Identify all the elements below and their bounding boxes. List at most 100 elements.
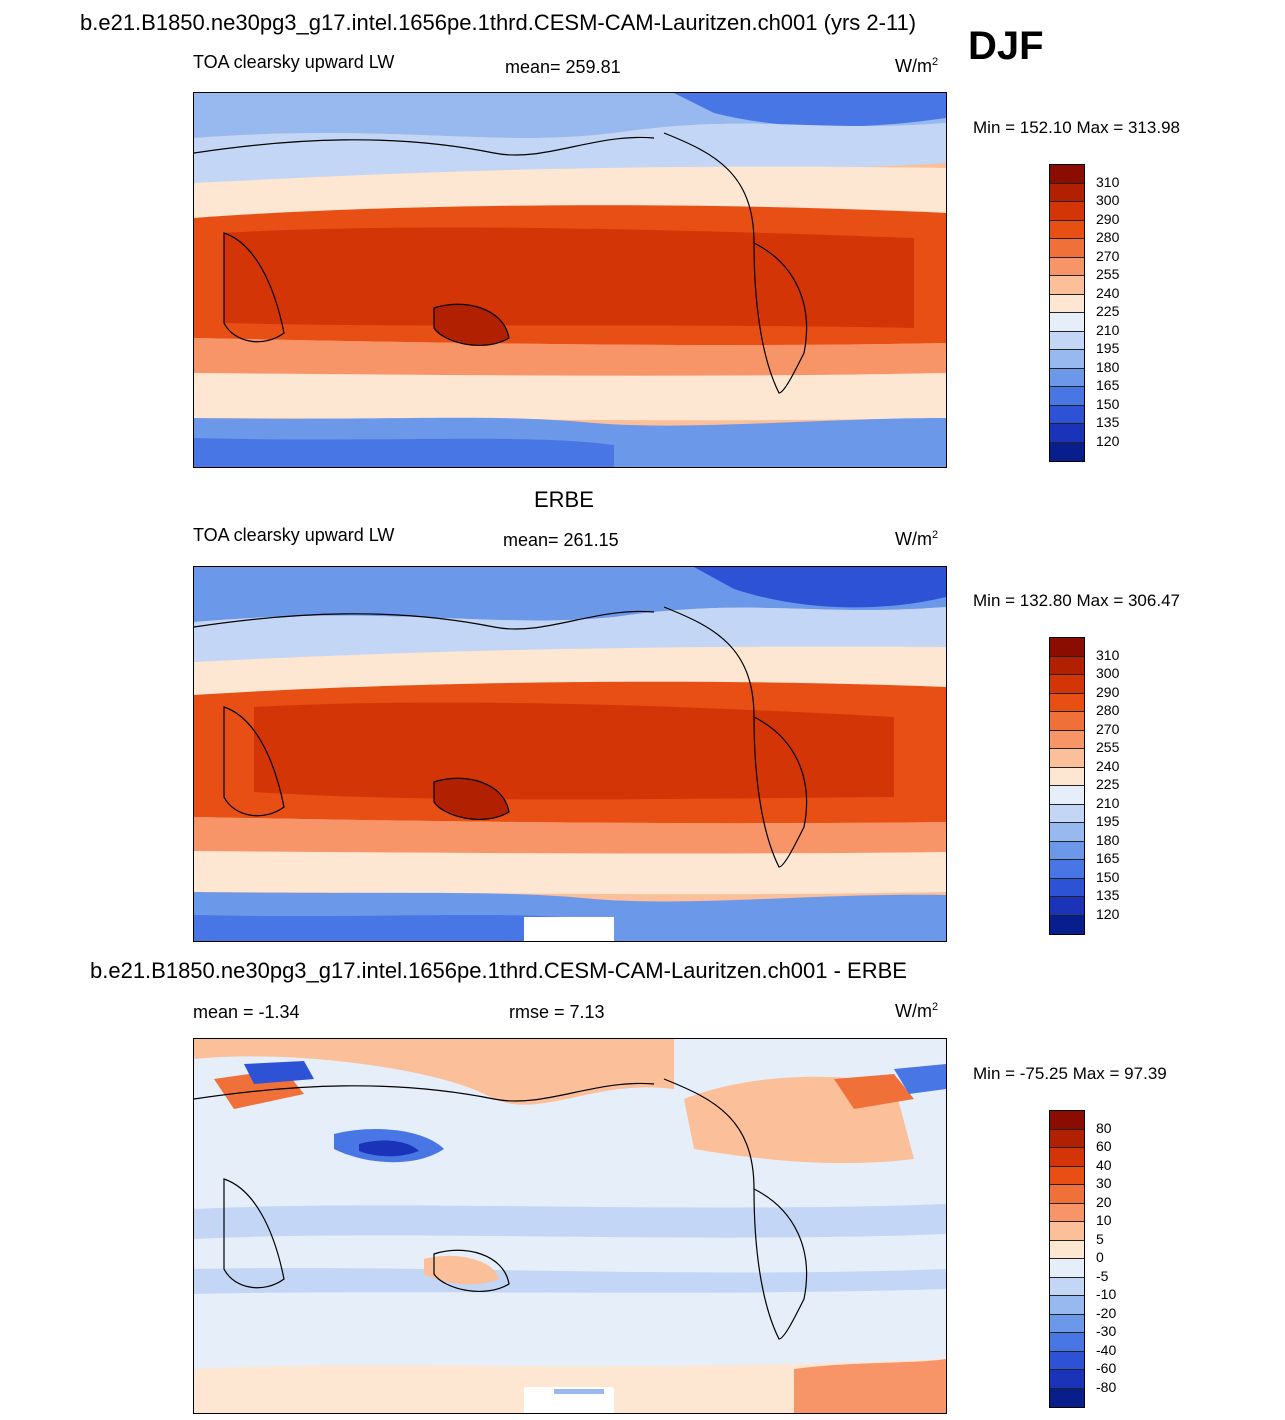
colorbar-label: -10	[1096, 1286, 1117, 1302]
colorbar-swatch	[1050, 220, 1084, 239]
colorbar-label: 255	[1096, 739, 1120, 755]
panel-obs-units: W/m2	[895, 529, 939, 549]
colorbar-model	[1049, 164, 1085, 462]
colorbar-label: -20	[1096, 1304, 1117, 1321]
colorbar-label: 60	[1096, 1138, 1112, 1154]
colorbar-label: 5	[1096, 1230, 1104, 1247]
colorbar-label: 195	[1096, 340, 1120, 356]
colorbar-swatch	[1050, 1259, 1084, 1278]
colorbar-swatch	[1050, 1148, 1084, 1167]
colorbar-swatch	[1050, 442, 1084, 461]
colorbar-swatch	[1050, 350, 1084, 369]
colorbar-swatch	[1050, 823, 1084, 842]
colorbar-label: 300	[1096, 665, 1120, 681]
panel-diff-rmse: rmse = 7.13	[509, 1002, 605, 1022]
colorbar-swatch	[1050, 1203, 1084, 1222]
colorbar-label: 180	[1096, 358, 1120, 375]
case-title: b.e21.B1850.ne30pg3_g17.intel.1656pe.1th…	[80, 10, 917, 35]
panel-model-minmax: Min = 152.10 Max = 313.98	[973, 118, 1180, 137]
colorbar-label: 290	[1096, 210, 1120, 227]
colorbar-label: -40	[1096, 1341, 1117, 1358]
colorbar-label: 180	[1096, 831, 1120, 848]
colorbar-swatch	[1050, 712, 1084, 731]
colorbar-label: 40	[1096, 1156, 1112, 1173]
panel-diff-units: W/m2	[895, 1001, 939, 1021]
panel-obs-minmax: Min = 132.80 Max = 306.47	[973, 591, 1180, 610]
panel-obs-title: ERBE	[534, 487, 594, 512]
colorbar-swatch	[1050, 730, 1084, 749]
map-obs-field	[194, 567, 946, 941]
colorbar-label: 30	[1096, 1175, 1112, 1191]
map-model-field	[194, 93, 946, 467]
colorbar-swatch	[1050, 841, 1084, 860]
colorbar-label: 240	[1096, 284, 1120, 301]
colorbar-swatch	[1050, 749, 1084, 768]
colorbar-swatch	[1050, 860, 1084, 879]
colorbar-swatch	[1050, 1240, 1084, 1259]
colorbar-swatch	[1050, 202, 1084, 221]
colorbar-swatch	[1050, 1333, 1084, 1352]
colorbar-diff	[1049, 1110, 1085, 1408]
colorbar-label: 225	[1096, 776, 1120, 792]
colorbar-swatch	[1050, 331, 1084, 350]
colorbar-swatch	[1050, 675, 1084, 694]
colorbar-label: 120	[1096, 905, 1120, 922]
colorbar-swatch	[1050, 239, 1084, 258]
colorbar-swatch	[1050, 405, 1084, 424]
colorbar-label: 270	[1096, 247, 1120, 264]
colorbar-label: 20	[1096, 1193, 1112, 1210]
colorbar-label: 165	[1096, 850, 1120, 866]
colorbar-swatch	[1050, 1111, 1084, 1130]
colorbar-swatch	[1050, 1314, 1084, 1333]
map-obs	[193, 566, 947, 942]
colorbar-label: 300	[1096, 192, 1120, 208]
colorbar-swatch	[1050, 1370, 1084, 1389]
colorbar-swatch	[1050, 1185, 1084, 1204]
colorbar-swatch	[1050, 1351, 1084, 1370]
colorbar-label: 135	[1096, 887, 1120, 903]
panel-model-units: W/m2	[895, 56, 939, 76]
colorbar-label: 255	[1096, 266, 1120, 282]
panel-model-mean: mean= 259.81	[505, 57, 621, 77]
colorbar-label: 225	[1096, 303, 1120, 319]
colorbar-label: 210	[1096, 321, 1120, 338]
panel-diff-title: b.e21.B1850.ne30pg3_g17.intel.1656pe.1th…	[90, 958, 907, 983]
colorbar-label: 150	[1096, 395, 1120, 412]
colorbar-label: 10	[1096, 1212, 1112, 1228]
colorbar-swatch	[1050, 897, 1084, 916]
colorbar-swatch	[1050, 915, 1084, 934]
colorbar-swatch	[1050, 165, 1084, 184]
colorbar-label: 280	[1096, 229, 1120, 245]
colorbar-label: 240	[1096, 757, 1120, 774]
map-model	[193, 92, 947, 468]
colorbar-swatch	[1050, 878, 1084, 897]
panel-diff-minmax: Min = -75.25 Max = 97.39	[973, 1064, 1167, 1083]
colorbar-label: 290	[1096, 683, 1120, 700]
colorbar-swatch	[1050, 1222, 1084, 1241]
season-label: DJF	[968, 24, 1044, 68]
colorbar-swatch	[1050, 294, 1084, 313]
colorbar-swatch	[1050, 804, 1084, 823]
map-diff-field	[194, 1039, 946, 1413]
colorbar-label: 165	[1096, 377, 1120, 393]
colorbar-label: -80	[1096, 1378, 1117, 1395]
colorbar-swatch	[1050, 693, 1084, 712]
colorbar-label: 270	[1096, 720, 1120, 737]
colorbar-label: -60	[1096, 1360, 1117, 1376]
colorbar-label: 135	[1096, 414, 1120, 430]
colorbar-obs	[1049, 637, 1085, 935]
colorbar-swatch	[1050, 1388, 1084, 1407]
colorbar-label: 210	[1096, 794, 1120, 811]
colorbar-label: -5	[1096, 1267, 1109, 1284]
colorbar-label: -30	[1096, 1323, 1117, 1339]
colorbar-label: 310	[1096, 646, 1120, 663]
panel-model-variable: TOA clearsky upward LW	[193, 52, 395, 72]
colorbar-swatch	[1050, 424, 1084, 443]
colorbar-swatch	[1050, 638, 1084, 657]
colorbar-swatch	[1050, 1129, 1084, 1148]
colorbar-swatch	[1050, 786, 1084, 805]
colorbar-label: 280	[1096, 702, 1120, 718]
colorbar-swatch	[1050, 368, 1084, 387]
colorbar-swatch	[1050, 387, 1084, 406]
colorbar-swatch	[1050, 1296, 1084, 1315]
